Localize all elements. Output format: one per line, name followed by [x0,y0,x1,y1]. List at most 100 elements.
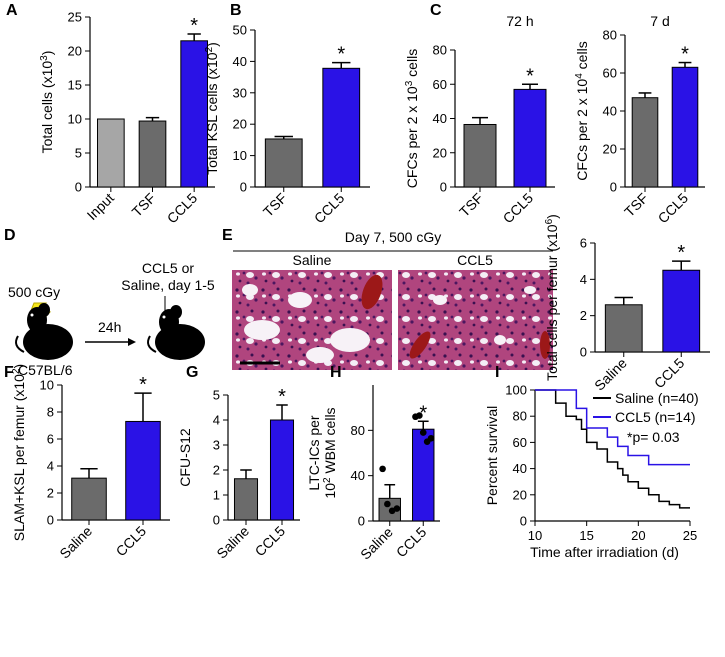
y-tick-label: 4 [213,413,220,428]
y-axis-label-part: ) [204,42,220,47]
significance-star: * [190,15,198,37]
bar [412,428,435,522]
y-tick-label: 1 [213,488,220,503]
y-tick-label: 20 [68,44,82,59]
x-tick-label: CCL5 [393,524,430,561]
y-tick-label: 0 [213,513,220,528]
y-axis-label-part: 2 [322,477,333,483]
y-tick-label: 0 [610,180,617,195]
y-tick-label: 5 [213,388,220,403]
y-axis-label-part: LTC-ICs per [306,415,322,491]
x-tick-label: 10 [528,528,542,543]
panel-letter: B [230,2,242,19]
y-tick-label: 4 [47,459,54,474]
y-axis-label: Total cells (x103) [39,51,56,154]
x-tick-label: TSF [260,190,290,220]
bar [513,88,547,188]
y-axis-label-part: CFCs per 2 x 10 [574,79,590,181]
y-axis-label-part: ) [544,214,560,219]
y-axis-label-part: 3 [404,80,415,86]
x-tick-label: 20 [631,528,645,543]
survival-curve [535,389,690,466]
y-axis-label-part: 2 [204,46,215,52]
y-tick-label: 40 [603,104,617,119]
survival-curve [535,389,690,509]
y-tick-label: 100 [505,383,527,398]
significance-star: * [677,242,685,264]
data-point [427,434,435,442]
chart-title: 7 d [650,13,669,29]
y-tick-label: 5 [75,146,82,161]
y-tick-label: 80 [433,43,447,58]
y-axis-label-part: 2 [11,368,22,374]
y-axis-label-part: 6 [544,218,555,224]
bar [463,123,497,188]
panel-letter: H [330,364,342,381]
data-point [384,500,391,508]
y-tick-label: 6 [580,236,587,251]
interval-label: 24h [98,319,121,335]
y-tick-label: 40 [513,461,527,476]
x-tick-label: CCL5 [654,190,691,227]
y-tick-label: 20 [433,145,447,160]
dose-label: 500 cGy [8,284,60,300]
data-point [419,429,427,436]
x-tick-label: 25 [683,528,697,543]
x-tick-label: CCL5 [164,190,201,227]
section-title: Day 7, 500 cGy [345,229,442,245]
y-axis-label-part: CFU-S12 [177,428,193,487]
x-tick-label: Saline [591,355,630,394]
y-tick-label: 2 [213,463,220,478]
y-tick-label: 0 [358,514,365,529]
x-tick-label: TSF [456,190,486,220]
y-axis-label-part: 4 [574,73,585,79]
significance-star: * [681,44,689,66]
y-tick-label: 20 [603,142,617,157]
y-axis-label-part: Total KSL cells (x10 [204,52,220,175]
treatment-label: Saline, day 1-5 [121,277,215,293]
y-axis-label: Percent survival [484,406,500,506]
y-axis-label-part: cells [574,41,590,73]
annotation: *p= 0.03 [627,429,680,445]
y-tick-label: 20 [513,487,527,502]
y-tick-label: 2 [47,486,54,501]
y-axis-label-part: 3 [39,55,50,61]
y-tick-label: 3 [213,438,220,453]
bar [604,304,643,353]
panel-letter: G [186,364,198,381]
y-tick-label: 10 [68,112,82,127]
y-tick-label: 80 [603,28,617,43]
y-tick-label: 80 [513,409,527,424]
y-tick-label: 40 [233,54,247,69]
y-tick-label: 0 [580,345,587,360]
y-tick-label: 40 [351,468,365,483]
y-tick-label: 30 [233,85,247,100]
y-tick-label: 10 [233,148,247,163]
y-axis-label: LTC-ICs per [306,415,322,491]
y-axis-label-part: WBM cells [322,407,338,477]
legend-label: Saline (n=40) [615,390,699,406]
x-tick-label: Input [84,190,117,223]
y-tick-label: 50 [233,23,247,38]
y-axis-label-part: ) [39,51,55,56]
x-tick-label: TSF [129,190,159,220]
chart-title: 72 h [506,13,533,29]
x-tick-label: Saline [213,523,252,562]
y-axis-label-part: cells [404,49,420,81]
significance-star: * [337,44,345,66]
x-tick-label: TSF [621,190,651,220]
y-axis-label: Total cells per femur (x106) [544,214,561,381]
y-axis-label-part: SLAM+KSL per femur (x10 [11,374,27,541]
y-tick-label: 2 [580,308,587,323]
y-axis-label-part: Total cells per femur (x10 [544,224,560,381]
x-tick-label: CCL5 [651,355,688,392]
y-tick-label: 6 [47,432,54,447]
x-tick-label: CCL5 [311,190,348,227]
y-tick-label: 0 [520,514,527,529]
bar [138,120,167,188]
y-axis-label: 102 WBM cells [322,407,339,498]
treatment-label: CCL5 or [142,260,194,276]
bar [671,66,699,188]
x-tick-label: 15 [579,528,593,543]
x-tick-label: Saline [357,524,396,563]
